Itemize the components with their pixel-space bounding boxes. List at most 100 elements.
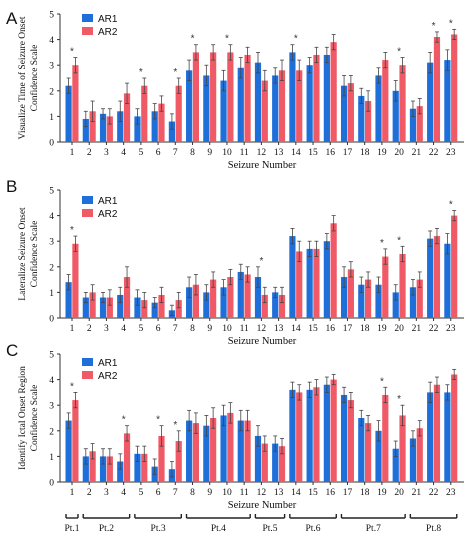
bar-ar1 [306,389,313,482]
bar-ar1 [254,277,262,318]
bar-ar1 [117,294,124,318]
x-tick-label: 12 [257,488,267,498]
legend-label-ar1: AR1 [98,358,118,369]
bar-ar2 [72,65,79,142]
x-tick-label: 20 [394,324,404,334]
x-tick-label: 18 [360,324,370,334]
x-tick-label: 3 [104,148,109,158]
x-tick-label: 4 [121,148,126,158]
bar-ar2 [296,392,303,482]
bar-ar2 [106,297,113,318]
x-axis-label: Seizure Number [228,160,297,171]
x-tick-label: 16 [326,488,336,498]
significance-marker: * [397,235,401,246]
bar-ar2 [313,248,320,318]
bar-ar1 [392,90,399,142]
bar-ar1 [65,282,72,318]
bar-ar2 [330,223,337,318]
significance-marker: * [380,376,384,387]
bar-ar2 [278,70,286,142]
bar-ar1 [65,85,72,142]
bar-ar2 [123,93,131,142]
significance-marker: * [397,47,401,58]
y-tick-label: 1 [49,289,54,299]
bar-ar1 [409,438,417,482]
y-axis-label: Lateralize Seizure Onset [18,207,28,301]
x-tick-label: 5 [138,324,143,334]
significance-marker: * [70,47,74,58]
bar-ar2 [72,243,79,318]
x-tick-label: 17 [343,488,353,498]
bar-ar2 [451,34,458,143]
bar-ar2 [313,387,320,482]
bar-ar1 [220,80,227,142]
y-tick-label: 4 [49,212,54,222]
bar-ar1 [203,425,210,482]
patient-label: Pt.4 [211,524,226,534]
bar-ar1 [203,75,210,142]
x-tick-label: 5 [138,148,143,158]
bar-ar2 [123,433,131,482]
x-tick-label: 6 [156,488,161,498]
patient-label: Pt.8 [426,524,441,534]
x-tick-label: 10 [222,488,232,498]
x-tick-label: 11 [240,148,249,158]
bar-ar2 [296,70,303,142]
bar-ar1 [444,392,451,482]
bar-ar1 [375,430,382,482]
patient-label: Pt.2 [99,524,114,534]
bar-ar2 [158,294,165,318]
bar-ar1 [82,297,89,318]
significance-marker: * [191,34,195,45]
bar-ar2 [382,256,389,318]
x-tick-label: 11 [240,488,249,498]
x-tick-label: 22 [429,324,439,334]
x-tick-label: 7 [173,488,178,498]
x-tick-label: 13 [274,488,284,498]
bar-ar1 [289,236,296,318]
x-tick-label: 23 [446,324,456,334]
significance-marker: * [122,415,126,426]
bar-ar1 [117,111,124,142]
x-tick-label: 16 [326,324,336,334]
bar-ar2 [364,423,372,482]
bar-ar2 [416,428,423,482]
bar-ar1 [358,95,365,142]
x-tick-label: 5 [138,488,143,498]
x-tick-label: 10 [222,148,232,158]
significance-marker: * [380,238,384,249]
significance-marker: * [259,256,263,267]
x-tick-label: 14 [291,148,301,158]
bar-ar2 [451,215,458,318]
significance-marker: * [70,225,74,236]
patient-label: Pt.7 [366,524,381,534]
bar-ar1 [427,238,434,318]
legend-swatch-ar2 [82,371,93,379]
x-tick-label: 18 [360,148,370,158]
x-tick-label: 8 [190,324,195,334]
legend-swatch-ar2 [82,209,93,217]
significance-marker: * [432,21,436,32]
x-tick-label: 1 [70,488,75,498]
y-tick-label: 5 [49,351,54,361]
bar-ar2 [278,446,286,482]
bar-ar1 [237,271,244,318]
x-tick-label: 6 [156,148,161,158]
y-axis-label-line2: Confidence Scale [29,221,40,288]
x-tick-label: 21 [412,488,422,498]
bar-ar2 [347,83,354,142]
x-tick-label: 12 [257,148,267,158]
bar-ar2 [192,52,200,142]
bar-ar1 [323,241,330,318]
x-tick-label: 2 [87,148,92,158]
panel-letter: C [6,341,18,360]
bar-ar2 [399,254,406,318]
x-tick-label: 17 [343,148,353,158]
bar-ar1 [186,70,193,142]
bar-ar1 [444,243,451,318]
bar-ar1 [289,389,296,482]
bar-ar2 [106,456,113,482]
bar-ar2 [175,441,182,482]
